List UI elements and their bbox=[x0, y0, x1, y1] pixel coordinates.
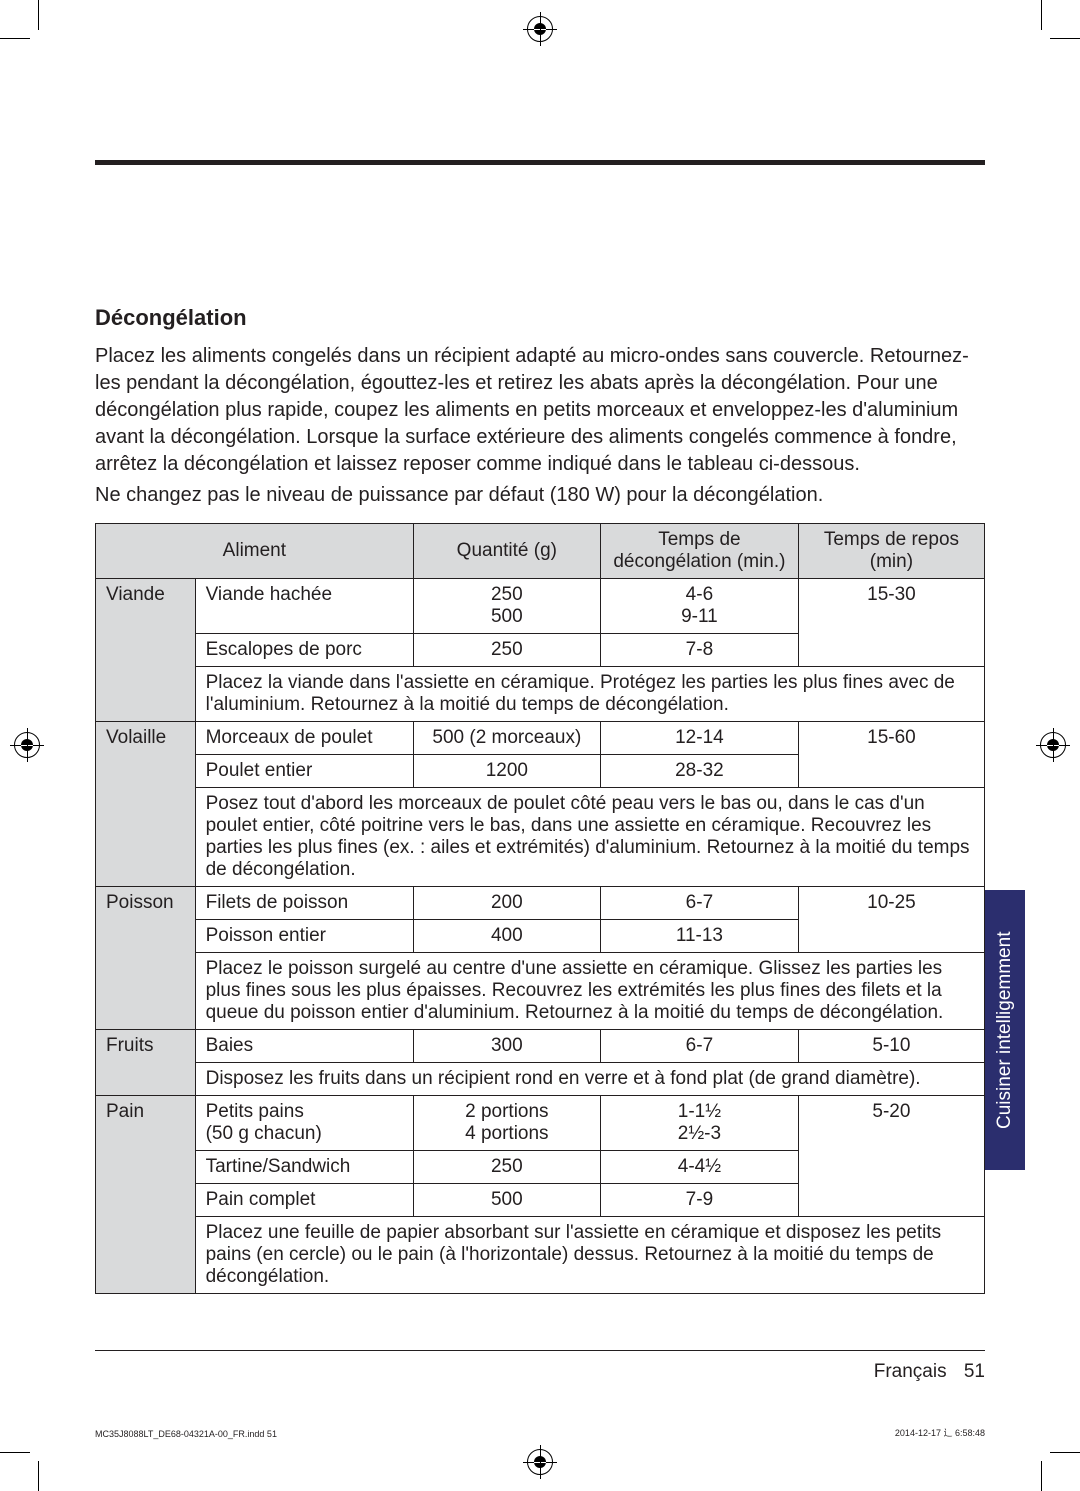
food-rest: 10-25 bbox=[798, 887, 984, 953]
col-quantite: Quantité (g) bbox=[413, 524, 600, 579]
footer-text: Français 51 bbox=[874, 1361, 985, 1383]
food-time: 11-13 bbox=[600, 920, 798, 953]
print-filename: MC35J8088LT_DE68-04321A-00_FR.indd 51 bbox=[95, 1429, 277, 1439]
food-time: 6-7 bbox=[600, 887, 798, 920]
food-name: Filets de poisson bbox=[195, 887, 413, 920]
category-cell: Fruits bbox=[96, 1030, 196, 1096]
registration-mark-icon bbox=[527, 16, 553, 42]
crop-mark bbox=[0, 38, 30, 39]
food-time: 7-8 bbox=[600, 634, 798, 667]
note-row: Placez une feuille de papier absorbant s… bbox=[96, 1217, 985, 1294]
side-tab: Cuisiner intelligemment bbox=[985, 890, 1025, 1170]
footer-rule bbox=[95, 1350, 985, 1351]
note-row: Placez le poisson surgelé au centre d'un… bbox=[96, 953, 985, 1030]
table-row: PoissonFilets de poisson2006-710-25 bbox=[96, 887, 985, 920]
intro-paragraph: Placez les aliments congelés dans un réc… bbox=[95, 343, 985, 478]
table-row: VolailleMorceaux de poulet500 (2 morceau… bbox=[96, 722, 985, 755]
food-time: 4-69-11 bbox=[600, 579, 798, 634]
food-rest: 15-60 bbox=[798, 722, 984, 788]
top-rule bbox=[95, 160, 985, 165]
note-cell: Placez la viande dans l'assiette en céra… bbox=[195, 667, 984, 722]
food-qty: 2 portions4 portions bbox=[413, 1096, 600, 1151]
food-time: 7-9 bbox=[600, 1184, 798, 1217]
food-qty: 1200 bbox=[413, 755, 600, 788]
food-name: Poisson entier bbox=[195, 920, 413, 953]
food-time: 1-1½2½-3 bbox=[600, 1096, 798, 1151]
table-row: FruitsBaies3006-75-10 bbox=[96, 1030, 985, 1063]
crop-mark bbox=[1041, 0, 1042, 30]
food-qty: 250500 bbox=[413, 579, 600, 634]
note-cell: Disposez les fruits dans un récipient ro… bbox=[195, 1063, 984, 1096]
food-name: Pain complet bbox=[195, 1184, 413, 1217]
food-time: 12-14 bbox=[600, 722, 798, 755]
category-cell: Volaille bbox=[96, 722, 196, 887]
food-qty: 500 bbox=[413, 1184, 600, 1217]
table-row: PainPetits pains(50 g chacun)2 portions4… bbox=[96, 1096, 985, 1151]
food-name: Tartine/Sandwich bbox=[195, 1151, 413, 1184]
food-rest: 5-10 bbox=[798, 1030, 984, 1063]
food-name: Petits pains(50 g chacun) bbox=[195, 1096, 413, 1151]
crop-mark bbox=[38, 0, 39, 30]
food-qty: 200 bbox=[413, 887, 600, 920]
crop-mark bbox=[1050, 38, 1080, 39]
table-row: ViandeViande hachée2505004-69-1115-30 bbox=[96, 579, 985, 634]
food-time: 28-32 bbox=[600, 755, 798, 788]
note-cell: Placez le poisson surgelé au centre d'un… bbox=[195, 953, 984, 1030]
food-rest: 5-20 bbox=[798, 1096, 984, 1217]
food-rest: 15-30 bbox=[798, 579, 984, 667]
registration-mark-icon bbox=[14, 732, 40, 758]
col-temps: Temps de décongélation (min.) bbox=[600, 524, 798, 579]
crop-mark bbox=[1050, 1452, 1080, 1453]
col-aliment: Aliment bbox=[96, 524, 414, 579]
registration-mark-icon bbox=[1040, 732, 1066, 758]
note-cell: Posez tout d'abord les morceaux de poule… bbox=[195, 788, 984, 887]
food-name: Escalopes de porc bbox=[195, 634, 413, 667]
section-title: Décongélation bbox=[95, 305, 985, 331]
food-qty: 300 bbox=[413, 1030, 600, 1063]
food-name: Poulet entier bbox=[195, 755, 413, 788]
food-time: 4-4½ bbox=[600, 1151, 798, 1184]
crop-mark bbox=[38, 1461, 39, 1491]
page-content: Décongélation Placez les aliments congel… bbox=[95, 160, 985, 1294]
note-cell: Placez une feuille de papier absorbant s… bbox=[195, 1217, 984, 1294]
food-name: Baies bbox=[195, 1030, 413, 1063]
food-qty: 250 bbox=[413, 634, 600, 667]
food-qty: 400 bbox=[413, 920, 600, 953]
category-cell: Pain bbox=[96, 1096, 196, 1294]
note-row: Disposez les fruits dans un récipient ro… bbox=[96, 1063, 985, 1096]
registration-mark-icon bbox=[527, 1449, 553, 1475]
food-qty: 500 (2 morceaux) bbox=[413, 722, 600, 755]
footer-lang: Français bbox=[874, 1361, 947, 1382]
print-timestamp: 2014-12-17 ⻌ 6:58:48 bbox=[895, 1426, 985, 1439]
table-header-row: Aliment Quantité (g) Temps de décongélat… bbox=[96, 524, 985, 579]
note-row: Posez tout d'abord les morceaux de poule… bbox=[96, 788, 985, 887]
food-time: 6-7 bbox=[600, 1030, 798, 1063]
note-row: Placez la viande dans l'assiette en céra… bbox=[96, 667, 985, 722]
power-note: Ne changez pas le niveau de puissance pa… bbox=[95, 482, 985, 509]
food-name: Viande hachée bbox=[195, 579, 413, 634]
footer-page: 51 bbox=[964, 1361, 985, 1382]
crop-mark bbox=[1041, 1461, 1042, 1491]
food-qty: 250 bbox=[413, 1151, 600, 1184]
defrost-table: Aliment Quantité (g) Temps de décongélat… bbox=[95, 523, 985, 1294]
category-cell: Viande bbox=[96, 579, 196, 722]
col-repos: Temps de repos (min) bbox=[798, 524, 984, 579]
food-name: Morceaux de poulet bbox=[195, 722, 413, 755]
category-cell: Poisson bbox=[96, 887, 196, 1030]
crop-mark bbox=[0, 1452, 30, 1453]
